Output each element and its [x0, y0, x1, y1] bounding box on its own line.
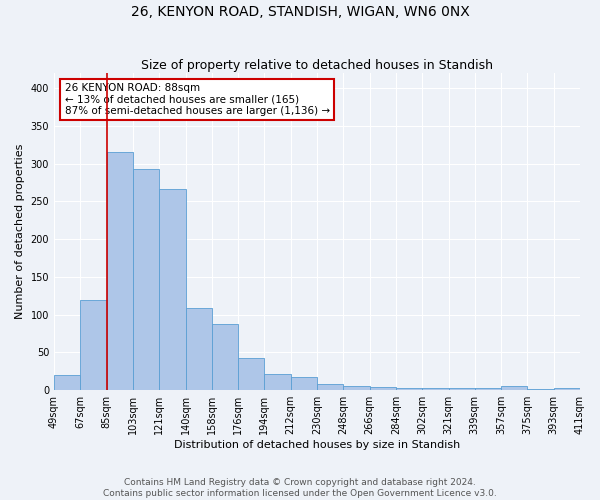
- Bar: [422, 388, 449, 390]
- Bar: [501, 386, 527, 390]
- Bar: [343, 386, 370, 390]
- Text: 26, KENYON ROAD, STANDISH, WIGAN, WN6 0NX: 26, KENYON ROAD, STANDISH, WIGAN, WN6 0N…: [131, 5, 469, 19]
- Bar: [527, 388, 554, 390]
- Bar: [133, 169, 159, 390]
- Bar: [396, 388, 422, 390]
- Bar: [317, 384, 343, 390]
- Title: Size of property relative to detached houses in Standish: Size of property relative to detached ho…: [141, 59, 493, 72]
- Bar: [449, 388, 475, 390]
- Text: Contains HM Land Registry data © Crown copyright and database right 2024.
Contai: Contains HM Land Registry data © Crown c…: [103, 478, 497, 498]
- Bar: [475, 388, 501, 390]
- Bar: [107, 152, 133, 390]
- Bar: [370, 387, 396, 390]
- Bar: [291, 378, 317, 390]
- X-axis label: Distribution of detached houses by size in Standish: Distribution of detached houses by size …: [174, 440, 460, 450]
- Bar: [238, 358, 265, 390]
- Bar: [265, 374, 291, 390]
- Bar: [554, 388, 580, 390]
- Bar: [80, 300, 107, 390]
- Bar: [212, 324, 238, 390]
- Bar: [159, 188, 185, 390]
- Y-axis label: Number of detached properties: Number of detached properties: [15, 144, 25, 320]
- Bar: [185, 308, 212, 390]
- Bar: [54, 375, 80, 390]
- Text: 26 KENYON ROAD: 88sqm
← 13% of detached houses are smaller (165)
87% of semi-det: 26 KENYON ROAD: 88sqm ← 13% of detached …: [65, 82, 329, 116]
